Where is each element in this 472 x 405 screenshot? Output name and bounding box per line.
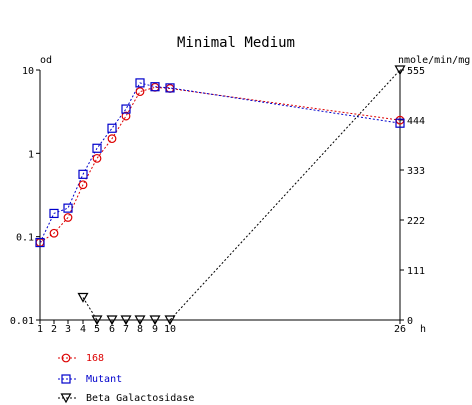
legend: 168 Mutant Beta Galactosidase — [58, 353, 194, 404]
x-axis-tick-label: 26 — [394, 324, 406, 335]
data-point-mutant — [49, 208, 59, 219]
data-point-168 — [92, 153, 102, 163]
data-point-beta-galactosidase — [91, 315, 103, 326]
data-point-168 — [49, 228, 59, 238]
data-point-mutant — [395, 118, 405, 128]
series-lines-layer — [39, 69, 401, 321]
x-axis-tick-label: 3 — [65, 324, 71, 335]
right-axis-tick-label: 111 — [407, 266, 425, 277]
series-line-mutant — [39, 82, 401, 243]
legend-marker-168 — [61, 353, 71, 363]
x-axis-tick-label: 1 — [37, 324, 43, 335]
right-axis-tick-label: 333 — [407, 166, 425, 177]
left-axis-tick-label: 0.01 — [10, 316, 34, 327]
data-point-168 — [121, 111, 131, 121]
legend-marker-mutant — [61, 374, 71, 384]
data-point-168 — [63, 213, 73, 222]
left-axis-tick-label: 10 — [22, 66, 34, 77]
data-point-mutant — [92, 143, 102, 153]
data-point-beta-galactosidase — [164, 315, 176, 326]
x-axis-tick-label: 7 — [123, 324, 129, 335]
right-axis-tick-label: 0 — [407, 316, 413, 327]
left-axis-tick-label: 1 — [28, 149, 34, 160]
data-point-beta-galactosidase — [106, 315, 118, 326]
data-point-mutant — [78, 169, 88, 179]
x-axis-tick-label: 8 — [137, 324, 143, 335]
right-axis-tick-label: 555 — [407, 66, 425, 77]
data-point-mutant — [35, 237, 45, 248]
chart-title: Minimal Medium — [177, 35, 295, 51]
series-line-168 — [39, 86, 401, 243]
legend-item-mutant: Mutant — [58, 374, 122, 385]
data-point-168 — [78, 180, 88, 190]
legend-label-beta-galactosidase: Beta Galactosidase — [86, 393, 194, 404]
markers-layer — [35, 65, 406, 326]
data-point-beta-galactosidase — [134, 315, 146, 326]
x-axis-unit: h — [420, 324, 426, 335]
right-axis-tick-label: 444 — [407, 116, 425, 127]
legend-marker-beta-galactosidase — [60, 393, 72, 404]
legend-label-168: 168 — [86, 353, 104, 364]
x-axis-tick-label: 2 — [51, 324, 57, 335]
data-point-mutant — [165, 83, 175, 93]
left-axis-tick-label: 0.1 — [16, 233, 34, 244]
data-point-beta-galactosidase — [149, 315, 161, 326]
data-point-mutant — [107, 123, 117, 133]
x-axis-tick-label: 5 — [94, 324, 100, 335]
legend-item-168: 168 — [58, 353, 104, 364]
x-axis-tick-label: 4 — [80, 324, 86, 335]
legend-label-mutant: Mutant — [86, 374, 122, 385]
x-axis-tick-label: 9 — [152, 324, 158, 335]
data-point-beta-galactosidase — [394, 65, 406, 76]
data-point-mutant — [135, 78, 145, 88]
data-point-beta-galactosidase — [77, 292, 89, 303]
legend-item-beta-galactosidase: Beta Galactosidase — [58, 393, 194, 404]
right-axis-label: nmole/min/mg — [398, 55, 470, 66]
data-point-168 — [135, 87, 145, 97]
data-point-mutant — [150, 82, 160, 92]
data-point-beta-galactosidase — [120, 315, 132, 326]
right-axis-tick-label: 222 — [407, 216, 425, 227]
data-point-mutant — [121, 104, 131, 114]
data-point-mutant — [63, 203, 73, 213]
data-point-168 — [107, 134, 117, 144]
x-axis-tick-label: 6 — [109, 324, 115, 335]
left-axis-label: od — [40, 55, 52, 66]
x-axis-tick-label: 10 — [164, 324, 176, 335]
